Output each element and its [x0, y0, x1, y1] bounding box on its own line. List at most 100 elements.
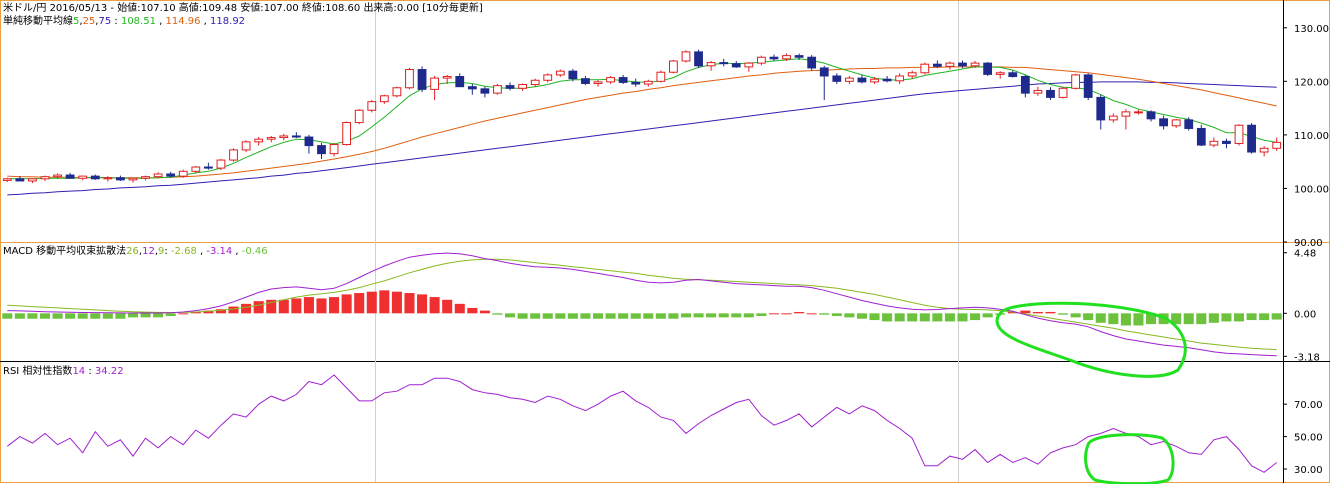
macd-hist-bar-neg — [693, 313, 704, 318]
candle-bull — [1259, 147, 1269, 153]
macd-hist-bar-neg — [856, 313, 867, 319]
candle-bear — [581, 78, 590, 84]
macd-hist-bar-neg — [706, 313, 717, 318]
macd-hist-bar-pos — [241, 303, 252, 314]
candle-bull — [1272, 141, 1282, 149]
candle-bear — [857, 77, 867, 83]
macd-hist-bar-pos — [215, 309, 226, 314]
sma5-line — [7, 58, 1277, 180]
macd-hist-bar-neg — [932, 313, 943, 322]
macd-hist-bar-neg — [731, 313, 742, 318]
macd-hist-bar-neg — [52, 313, 63, 319]
rsi-period: 14 — [72, 366, 86, 377]
macd-hist-bar-neg — [1246, 313, 1257, 321]
macd-hist-bar-pos — [391, 291, 402, 314]
candle-bull — [844, 77, 854, 82]
macd-hist-bar-neg — [680, 313, 692, 318]
close-value: 108.60 — [325, 3, 361, 14]
rsi-line — [6, 374, 1278, 473]
candle-bull — [53, 174, 62, 178]
candle-bear — [794, 55, 804, 58]
macd-hist-bar-pos — [1007, 311, 1018, 314]
macd-hist-bar-neg — [77, 313, 88, 319]
macd-hist-bar-neg — [907, 313, 918, 322]
candle-bull — [1058, 87, 1068, 98]
macd-hist-bar-neg — [90, 313, 101, 319]
candle-bear — [694, 51, 703, 67]
separator: - — [110, 3, 114, 14]
candle-bull — [1071, 74, 1081, 89]
macd-hist-bar-pos — [190, 311, 201, 314]
candle-bull — [28, 178, 37, 182]
candle-bull — [430, 77, 440, 90]
candle-bull — [744, 62, 754, 68]
macd-hist-bar-neg — [1271, 313, 1282, 320]
signal-value: -2.68 — [170, 246, 197, 257]
macd-hist-bar-neg — [140, 313, 151, 318]
candle-bull — [1108, 115, 1118, 121]
candle-bull — [241, 141, 251, 151]
low-label: 安値: — [240, 3, 264, 14]
macd-hist-bar-neg — [982, 313, 993, 318]
macd-hist-bar-pos — [442, 299, 453, 314]
y-tick-label: 0.00 — [1294, 309, 1316, 320]
macd-hist-bar-neg — [153, 313, 164, 318]
candle-bull — [945, 62, 955, 67]
candle-bear — [983, 62, 993, 75]
sma-period-5: 5 — [73, 16, 80, 27]
candle-bull — [1209, 140, 1219, 146]
candle-bull — [895, 75, 905, 82]
macd-hist-bar-pos — [354, 293, 365, 314]
macd-hist-bar-neg — [643, 313, 654, 319]
macd-hist-bar-neg — [919, 313, 930, 322]
candle-bull — [606, 77, 615, 83]
rsi-highlight-ellipse — [1084, 433, 1175, 484]
macd-hist-bar-neg — [14, 313, 25, 319]
macd-hist-bar-pos — [228, 306, 239, 314]
macd-hist-bar-pos — [341, 294, 352, 314]
candle-bull — [392, 87, 402, 97]
y-tick-label: 100.00 — [1294, 184, 1329, 195]
macd-param-sep: , — [138, 246, 143, 257]
open-label: 始値: — [117, 3, 141, 14]
rsi-title: RSI 相対性指数 — [3, 366, 73, 377]
macd-hist-bar-pos — [781, 313, 792, 315]
signal-line — [7, 258, 1277, 351]
candle-bull — [493, 85, 502, 94]
candle-bull — [279, 135, 289, 139]
rsi-legend: RSI 相対性指数14 : 34.22 — [3, 366, 124, 378]
candle-bear — [832, 75, 842, 82]
macd-hist-bar-neg — [944, 313, 955, 322]
date-label: 2016/05/13 — [49, 3, 108, 14]
candle-bull — [530, 79, 540, 86]
candle-bear — [631, 81, 641, 85]
macd-hist-bar-neg — [718, 313, 729, 318]
candle-bull — [229, 149, 238, 161]
candle-bull — [254, 138, 264, 143]
candle-bull — [216, 159, 226, 169]
candle-bear — [203, 166, 213, 169]
sma-period-sep: , — [79, 16, 83, 27]
sma-period-sep: , — [95, 16, 99, 27]
macd-hist-bar-neg — [869, 313, 880, 321]
candle-bear — [807, 56, 817, 69]
macd-hist-bar-neg — [1095, 313, 1106, 323]
candle-bear — [1159, 118, 1168, 127]
candle-bull — [643, 80, 653, 85]
candle-bull — [379, 95, 389, 103]
macd-hist-bar-neg — [1196, 313, 1207, 325]
macd-hist-bar-neg — [1183, 313, 1194, 325]
sma-legend: 単純移動平均線5,25,75 : 108.51 , 114.96 , 118.9… — [3, 16, 246, 27]
macd-hist-bar-neg — [1171, 313, 1182, 325]
macd-hist-bar-neg — [39, 313, 51, 319]
macd-hist-bar-neg — [957, 313, 968, 322]
candle-bear — [65, 174, 75, 179]
candle-bull — [442, 76, 452, 79]
low-value: 107.00 — [263, 3, 299, 14]
rsi-sep: : — [88, 366, 92, 377]
macd-param-9: 9 — [158, 246, 165, 257]
candle-bear — [1196, 127, 1206, 146]
